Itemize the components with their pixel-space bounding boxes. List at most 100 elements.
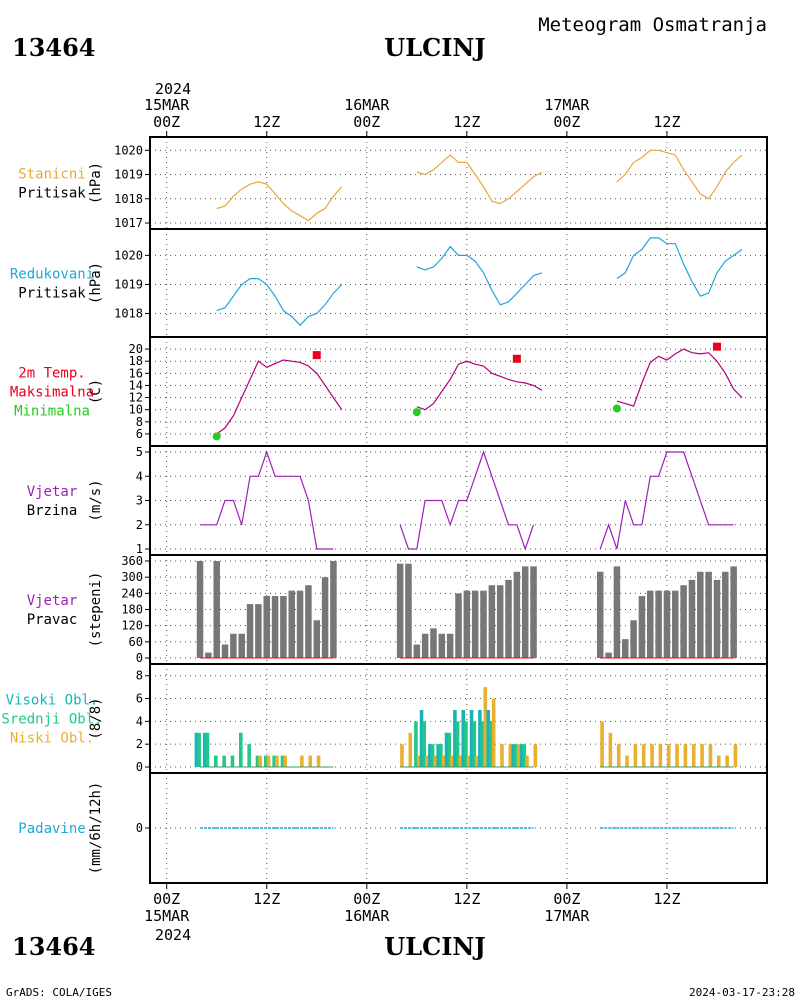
y-tick-label: 4 — [136, 469, 143, 483]
y-tick-label: 2 — [136, 737, 143, 751]
wind-speed-line — [399, 450, 535, 551]
bottom-hour-label: 00Z — [553, 890, 580, 908]
wind-direction-bar — [647, 590, 654, 658]
wind-direction-bar — [463, 590, 471, 658]
cloud-mid-bar — [255, 755, 260, 767]
tmax-marker — [712, 342, 721, 351]
tmax-marker — [312, 351, 321, 360]
cloud-high-bar — [419, 709, 424, 767]
cloud-low-bar — [700, 744, 704, 767]
pressure-station-line — [416, 154, 543, 205]
y-axis-label: (8/8) — [88, 697, 104, 739]
cloud-low-bar — [483, 687, 488, 767]
cloud-low-bar — [658, 744, 663, 767]
cloud-mid-bar — [447, 732, 452, 767]
cloud-high-bar — [436, 744, 441, 767]
cloud-high-bar — [461, 709, 466, 767]
panel-wind_direction: 0 60 120 180 240 300 360 (stepeni) Vjetar Pravac — [27, 554, 767, 665]
cloud-mid-bar — [272, 755, 276, 767]
cloud-low-bar — [400, 744, 404, 767]
cloud-mid-bar — [264, 755, 268, 767]
wind-direction-bar — [638, 596, 646, 658]
cloud-low-bar — [491, 698, 496, 767]
y-tick-label: 60 — [129, 635, 143, 649]
wind-direction-bar — [321, 577, 329, 658]
cloud-mid-bar — [430, 744, 435, 767]
temperature-line — [216, 359, 343, 435]
bottom-hour-label: 00Z — [353, 890, 380, 908]
y-tick-label: 4 — [136, 714, 143, 728]
cloud-low-bar — [650, 744, 654, 767]
cloud-mid-bar — [205, 732, 210, 767]
top-hour-label: 12Z — [653, 113, 680, 131]
wind-direction-bar — [730, 566, 737, 658]
top-day-label: 16MAR — [344, 96, 390, 114]
cloud-low-bar — [266, 755, 271, 767]
y-tick-label: 10 — [129, 403, 143, 417]
tmin-marker — [412, 408, 421, 417]
wind-direction-bar — [263, 596, 270, 658]
series-label: Visoki Obl. — [6, 693, 99, 709]
tmax-marker — [512, 354, 521, 363]
wind-direction-bar — [405, 563, 412, 658]
wind-direction-bar — [238, 633, 245, 658]
cloud-low-bar — [625, 755, 629, 767]
wind-speed-line — [200, 450, 334, 550]
y-tick-label: 20 — [129, 342, 143, 356]
y-tick-label: 8 — [136, 669, 143, 683]
series-label: Pritisak — [18, 186, 86, 202]
top-hour-label: 12Z — [453, 113, 480, 131]
wind-direction-bar — [471, 590, 479, 658]
wind-direction-bar — [596, 571, 604, 658]
cloud-mid-bar — [197, 732, 201, 767]
cloud-low-bar — [516, 744, 521, 767]
top-hour-label: 00Z — [553, 113, 580, 131]
cloud-high-bar — [444, 732, 449, 767]
cloud-low-bar — [275, 755, 279, 767]
cloud-high-bar — [453, 709, 457, 767]
wind-direction-bar — [622, 639, 629, 658]
wind-direction-bar — [488, 585, 496, 658]
title: Meteogram Osmatranja — [538, 14, 767, 36]
top-day-label: 15MAR — [144, 96, 190, 114]
y-tick-label: 6 — [136, 427, 143, 441]
y-tick-label: 1 — [136, 542, 143, 556]
y-tick-label: 240 — [121, 586, 143, 600]
wind-direction-bar — [221, 644, 229, 658]
wind-direction-bar — [330, 561, 337, 658]
cloud-low-bar — [666, 744, 671, 767]
series-label: Niski Obl. — [10, 731, 94, 747]
cloud-mid-bar — [480, 721, 485, 767]
wind-direction-bar — [655, 590, 662, 658]
panel-pressure_station: 1017 1018 1019 1020 (hPa)Stanicni Pritisak — [18, 137, 767, 230]
temperature-line — [416, 360, 543, 411]
y-tick-label: 14 — [129, 378, 143, 392]
cloud-high-bar — [469, 709, 474, 767]
series-label: Vjetar — [27, 593, 78, 609]
cloud-high-bar — [194, 732, 199, 767]
wind-direction-bar — [313, 620, 321, 658]
y-axis-label: (m/s) — [88, 479, 104, 521]
cloud-mid-bar — [522, 744, 527, 767]
cloud-low-bar — [408, 732, 413, 767]
top-hour-label: 00Z — [353, 113, 380, 131]
cloud-mid-bar — [455, 721, 460, 767]
wind-direction-bar — [255, 604, 262, 658]
cloud-low-bar — [458, 755, 463, 767]
pressure-station-line — [616, 149, 743, 200]
wind-direction-bar — [663, 590, 671, 658]
y-tick-label: 1020 — [114, 248, 143, 262]
y-tick-label: 5 — [136, 445, 143, 459]
bottom-year: 2024 — [155, 926, 191, 944]
wind-direction-bar — [280, 596, 287, 658]
cloud-low-bar — [691, 744, 696, 767]
top-year: 2024 — [155, 80, 191, 98]
y-tick-label: 0 — [136, 821, 143, 835]
cloud-high-bar — [519, 744, 524, 767]
cloud-high-bar — [478, 709, 482, 767]
bottom-hour-label: 12Z — [453, 890, 480, 908]
panel-wind_speed: 1 2 3 4 5 (m/s) Vjetar Brzina — [27, 445, 767, 556]
y-tick-label: 360 — [121, 554, 143, 568]
cloud-low-bar — [300, 755, 304, 767]
